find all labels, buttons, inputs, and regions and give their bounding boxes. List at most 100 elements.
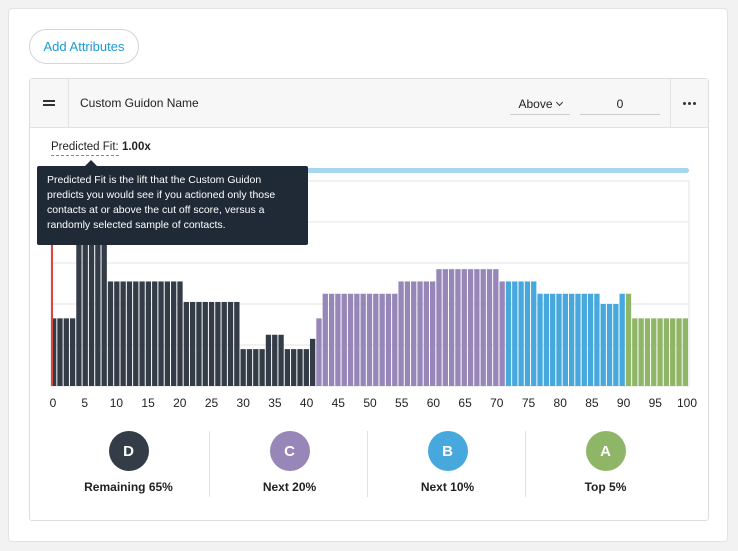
bucket-badge: D: [108, 431, 149, 471]
bucket-b: B Next 10%: [369, 431, 526, 497]
x-tick-label: 70: [490, 396, 504, 410]
add-attributes-button[interactable]: Add Attributes: [29, 29, 139, 64]
chart-bar: [360, 293, 366, 386]
chart-bar: [202, 301, 208, 386]
x-tick-label: 100: [677, 396, 697, 410]
bucket-badge: C: [269, 431, 310, 471]
chart-bar: [606, 304, 613, 386]
chart-bar: [543, 293, 550, 386]
chart-bar: [417, 281, 423, 386]
drag-handle-icon[interactable]: [30, 79, 69, 127]
chart-bar: [512, 281, 518, 386]
score-distribution-chart: 0 5 10 15 20 25 30 35 40 45 50 55 60 65 70 75 80 85 90 95 10…: [50, 180, 697, 410]
chart-bar: [215, 301, 221, 386]
chart-bar: [126, 281, 133, 386]
x-tick-label: 75: [522, 396, 536, 410]
bucket-divider: [367, 431, 368, 497]
x-tick-label: 30: [237, 396, 251, 410]
chart-bar: [430, 281, 436, 386]
chart-bar: [221, 301, 227, 386]
chart-bar: [436, 269, 442, 386]
chart-bar: [676, 318, 682, 386]
chart-bar: [335, 293, 341, 386]
comparator-dropdown[interactable]: Above: [510, 93, 570, 115]
chart-bar: [341, 293, 347, 386]
chart-bar: [183, 301, 189, 386]
chart-bar: [95, 228, 101, 386]
chart-bar: [57, 318, 63, 386]
chart-bar: [373, 293, 379, 386]
bucket-c: C Next 20%: [211, 431, 368, 497]
chart-bar: [480, 269, 486, 386]
x-tick-label: 55: [395, 396, 409, 410]
chart-bar: [486, 269, 493, 386]
x-tick-label: 5: [81, 396, 88, 410]
chart-bar: [663, 318, 670, 386]
chart-bar: [392, 293, 398, 386]
chart-bar: [568, 293, 575, 386]
chart-bar: [448, 269, 455, 386]
chart-bar: [189, 301, 196, 386]
x-tick-label: 65: [458, 396, 472, 410]
chart-bar: [152, 281, 158, 386]
chart-bar: [265, 334, 272, 386]
chart-bar: [455, 269, 461, 386]
chart-bar: [291, 349, 297, 386]
x-tick-label: 35: [268, 396, 282, 410]
x-tick-label: 95: [649, 396, 663, 410]
bucket-label: Top 5%: [584, 480, 627, 494]
bucket-a: A Top 5%: [527, 431, 684, 497]
bucket-divider: [525, 431, 526, 497]
chart-bar: [328, 293, 335, 386]
x-tick-label: 25: [205, 396, 219, 410]
chart-bar: [303, 349, 309, 386]
bucket-d: D Remaining 65%: [50, 431, 207, 497]
chart-bar: [114, 281, 120, 386]
chart-bar: [107, 281, 114, 386]
chart-bar: [505, 281, 512, 386]
x-tick-label: 50: [363, 396, 377, 410]
chart-bar: [322, 293, 328, 386]
chart-bar: [278, 334, 284, 386]
chart-bar: [651, 318, 657, 386]
chart-bar: [657, 318, 663, 386]
chart-bar: [518, 281, 524, 386]
chart-bar: [158, 281, 164, 386]
cutoff-score-input[interactable]: [580, 93, 660, 115]
chart-bar: [499, 281, 505, 386]
chart-bar: [619, 293, 625, 386]
chart-bar: [550, 293, 556, 386]
predicted-fit-tooltip: Predicted Fit is the lift that the Custo…: [37, 160, 308, 245]
chart-bar: [537, 293, 543, 386]
chart-bar: [63, 318, 69, 386]
predicted-fit[interactable]: Predicted Fit: 1.00x: [51, 141, 151, 156]
x-tick-label: 15: [141, 396, 155, 410]
chart-bar: [404, 281, 411, 386]
chart-bar: [354, 293, 360, 386]
x-tick-label: 0: [50, 396, 57, 410]
guidon-name: Custom Guidon Name: [80, 96, 199, 110]
chart-bar: [638, 318, 644, 386]
chart-bar: [587, 293, 594, 386]
predicted-fit-value: 1.00x: [121, 141, 151, 153]
chart-bar: [272, 334, 278, 386]
chart-bar: [234, 301, 240, 386]
chart-bar: [442, 269, 448, 386]
chart-bar: [411, 281, 417, 386]
x-tick-label: 85: [585, 396, 599, 410]
more-horizontal-icon[interactable]: [670, 79, 708, 127]
chart-bar: [385, 293, 392, 386]
chart-bar: [101, 228, 107, 386]
bucket-label: Next 20%: [262, 480, 317, 494]
chart-bar: [120, 281, 126, 386]
chart-bar: [196, 301, 202, 386]
chart-bar: [316, 318, 322, 386]
chart-bar: [581, 293, 587, 386]
chart-bar: [467, 269, 474, 386]
chart-bar: [461, 269, 467, 386]
predicted-fit-label: Predicted Fit:: [51, 141, 119, 156]
chart-bar: [670, 318, 676, 386]
x-tick-label: 10: [110, 396, 124, 410]
chart-bar: [145, 281, 152, 386]
guidon-card: Custom Guidon Name Above Predicted Fit: …: [29, 78, 709, 521]
